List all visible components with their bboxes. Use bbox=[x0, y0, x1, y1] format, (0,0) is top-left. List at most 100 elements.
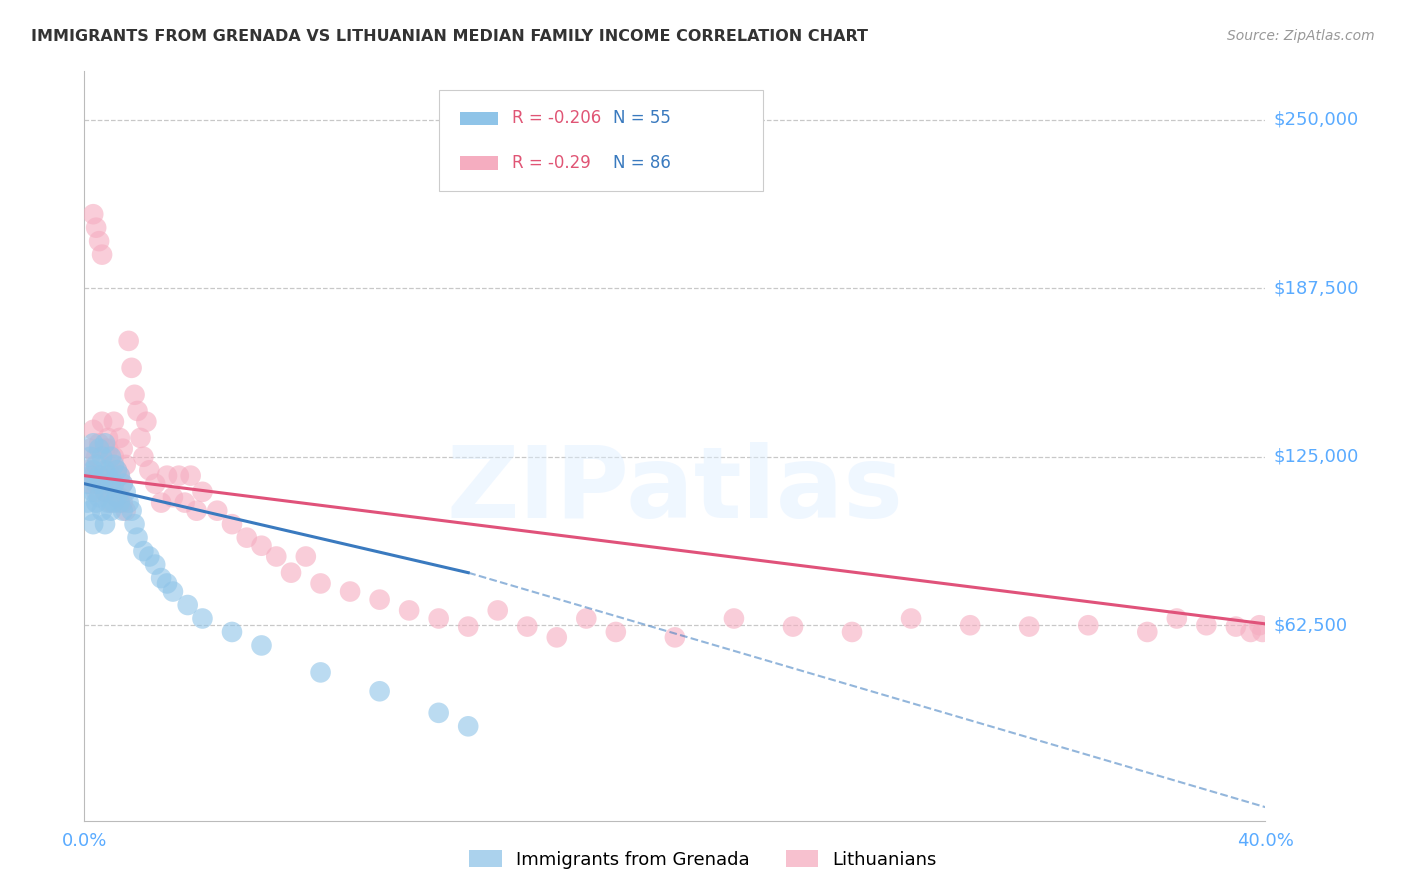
Point bbox=[111, 476, 134, 491]
Point bbox=[79, 476, 101, 491]
Point bbox=[516, 619, 538, 633]
Point bbox=[103, 495, 125, 509]
Point bbox=[162, 490, 184, 504]
Point bbox=[841, 624, 863, 639]
Point bbox=[1077, 618, 1099, 632]
Point bbox=[103, 415, 125, 429]
Point bbox=[105, 463, 128, 477]
Point bbox=[76, 495, 98, 509]
Point bbox=[105, 490, 128, 504]
Point bbox=[250, 539, 273, 553]
Point bbox=[398, 603, 420, 617]
Point bbox=[91, 450, 114, 464]
Point bbox=[84, 484, 107, 499]
FancyBboxPatch shape bbox=[460, 156, 498, 169]
Point bbox=[100, 468, 122, 483]
Point bbox=[76, 463, 98, 477]
Point bbox=[1225, 619, 1247, 633]
Point bbox=[79, 450, 101, 464]
Point bbox=[108, 431, 131, 445]
Text: R = -0.206: R = -0.206 bbox=[512, 110, 602, 128]
Point bbox=[82, 423, 104, 437]
Point bbox=[575, 611, 598, 625]
Point bbox=[82, 436, 104, 450]
Point bbox=[114, 484, 136, 499]
Point bbox=[84, 220, 107, 235]
Point bbox=[82, 207, 104, 221]
Point bbox=[100, 495, 122, 509]
Point bbox=[1240, 624, 1263, 639]
Point bbox=[84, 458, 107, 472]
Point bbox=[156, 468, 179, 483]
Text: $187,500: $187,500 bbox=[1274, 279, 1360, 297]
Point bbox=[167, 468, 190, 483]
Point bbox=[94, 484, 117, 499]
Point bbox=[309, 576, 332, 591]
Point bbox=[118, 495, 141, 509]
Point bbox=[368, 592, 391, 607]
Point bbox=[143, 476, 166, 491]
Point bbox=[156, 576, 179, 591]
Text: Source: ZipAtlas.com: Source: ZipAtlas.com bbox=[1227, 29, 1375, 44]
Point bbox=[82, 468, 104, 483]
Point bbox=[91, 415, 114, 429]
Point bbox=[1136, 624, 1159, 639]
Point bbox=[486, 603, 509, 617]
Text: R = -0.29: R = -0.29 bbox=[512, 154, 591, 172]
Point bbox=[138, 549, 160, 564]
Point bbox=[87, 442, 111, 456]
Point bbox=[108, 468, 131, 483]
Point bbox=[143, 558, 166, 572]
Point bbox=[79, 468, 101, 483]
Point bbox=[87, 490, 111, 504]
Point bbox=[111, 476, 134, 491]
Point bbox=[368, 684, 391, 698]
Point bbox=[94, 517, 117, 532]
Point bbox=[87, 436, 111, 450]
Point bbox=[111, 495, 134, 509]
Point bbox=[118, 334, 141, 348]
Point bbox=[103, 476, 125, 491]
Point bbox=[94, 463, 117, 477]
Point bbox=[132, 544, 155, 558]
Point bbox=[150, 571, 173, 585]
Text: $62,500: $62,500 bbox=[1274, 616, 1348, 634]
Point bbox=[111, 442, 134, 456]
Point bbox=[191, 611, 214, 625]
Point bbox=[457, 719, 479, 733]
Point bbox=[82, 463, 104, 477]
Point bbox=[105, 490, 128, 504]
Point bbox=[97, 431, 120, 445]
Point bbox=[91, 476, 114, 491]
FancyBboxPatch shape bbox=[460, 112, 498, 125]
Text: IMMIGRANTS FROM GRENADA VS LITHUANIAN MEDIAN FAMILY INCOME CORRELATION CHART: IMMIGRANTS FROM GRENADA VS LITHUANIAN ME… bbox=[31, 29, 868, 45]
Text: $250,000: $250,000 bbox=[1274, 111, 1360, 128]
Point bbox=[82, 484, 104, 499]
Point bbox=[108, 490, 131, 504]
Point bbox=[177, 598, 200, 612]
Point bbox=[97, 442, 120, 456]
Point bbox=[108, 468, 131, 483]
Point bbox=[236, 531, 259, 545]
Point bbox=[124, 388, 146, 402]
Point bbox=[191, 484, 214, 499]
Point bbox=[121, 504, 143, 518]
Point bbox=[84, 450, 107, 464]
Point bbox=[91, 247, 114, 261]
Point bbox=[97, 495, 120, 509]
Point bbox=[103, 476, 125, 491]
Point bbox=[295, 549, 318, 564]
Point bbox=[339, 584, 361, 599]
Point bbox=[97, 468, 120, 483]
Point bbox=[309, 665, 332, 680]
Point bbox=[173, 495, 195, 509]
Point bbox=[100, 476, 122, 491]
Point bbox=[100, 458, 122, 472]
Point bbox=[129, 431, 152, 445]
Point bbox=[959, 618, 981, 632]
Point bbox=[127, 404, 149, 418]
Point bbox=[221, 624, 243, 639]
Point bbox=[427, 706, 450, 720]
Point bbox=[87, 468, 111, 483]
Text: N = 86: N = 86 bbox=[613, 154, 671, 172]
